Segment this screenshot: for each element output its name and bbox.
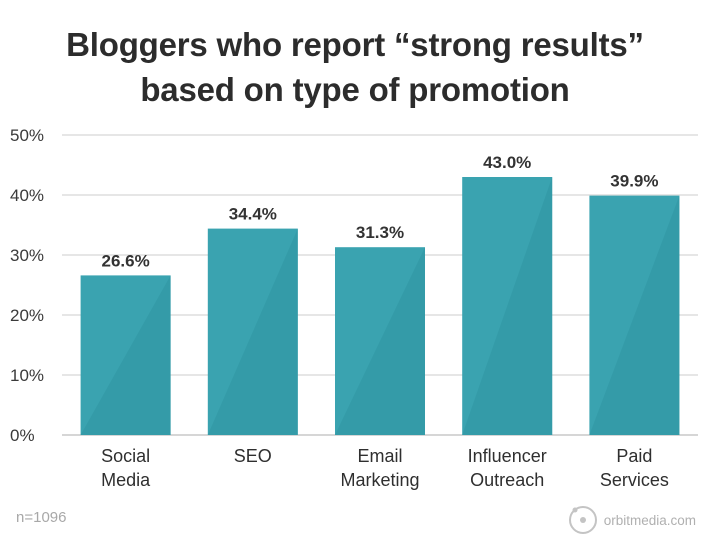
x-tick-label: Social [101, 446, 150, 466]
x-tick-label: Media [101, 470, 151, 490]
x-axis-ticks: Social Media SEO Email Marketing Influencer Ou… [101, 446, 669, 490]
x-tick-label: Paid [616, 446, 652, 466]
bar-shade [589, 195, 680, 435]
brand-text: orbitmedia.com [603, 512, 696, 528]
y-tick-label: 30% [10, 246, 44, 265]
x-tick-label: Influencer [468, 446, 547, 466]
bars [80, 177, 680, 435]
data-labels: 26.6% 34.4% 31.3% 43.0% 39.9% [101, 153, 658, 270]
x-tick-label: SEO [234, 446, 272, 466]
brand-mark: orbitmedia.com [568, 505, 696, 535]
data-label: 26.6% [101, 251, 149, 270]
y-axis-ticks: 0% 10% 20% 30% 40% 50% [10, 126, 44, 445]
bar-shade [207, 228, 298, 435]
chart-title-line-1: Bloggers who report “strong results” [66, 26, 644, 63]
y-tick-label: 10% [10, 366, 44, 385]
data-label: 43.0% [483, 153, 531, 172]
bar-shade [462, 177, 553, 435]
bar-shade [80, 275, 171, 435]
orbit-logo-icon [568, 505, 598, 535]
y-tick-label: 20% [10, 306, 44, 325]
x-tick-label: Email [357, 446, 402, 466]
sample-size-note: n=1096 [16, 509, 67, 526]
data-label: 34.4% [229, 205, 277, 224]
x-tick-label: Services [600, 470, 669, 490]
data-label: 39.9% [610, 172, 658, 191]
y-tick-label: 0% [10, 426, 35, 445]
x-tick-label: Marketing [340, 470, 419, 490]
data-label: 31.3% [356, 223, 404, 242]
chart-title: Bloggers who report “strong results” bas… [0, 22, 710, 112]
chart-title-line-2: based on type of promotion [140, 71, 570, 108]
bar-shade [335, 247, 425, 435]
y-tick-label: 50% [10, 126, 44, 145]
x-tick-label: Outreach [470, 470, 544, 490]
y-tick-label: 40% [10, 186, 44, 205]
